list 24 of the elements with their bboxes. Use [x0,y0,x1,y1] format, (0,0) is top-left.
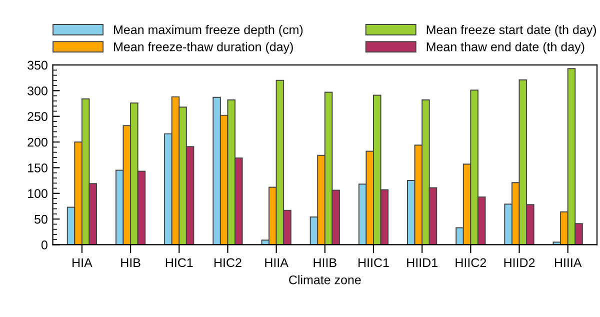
legend-label: Mean thaw end date (th day) [426,42,584,54]
x-tick-label: HIIC1 [358,258,389,268]
x-tick-label: HIA [72,258,92,267]
x-tick-label: HIID1 [407,258,438,267]
x-tick-label: HIB [121,258,140,267]
y-tick-label: 200 [28,138,48,147]
x-axis-title: Climate zone [289,275,361,284]
x-tick-label: HIC2 [214,258,242,268]
legend-label: Mean freeze start date (th day) [426,24,596,37]
y-tick-label: 150 [28,163,48,172]
y-tick-label: 0 [41,240,48,250]
x-tick-label: HIIA [265,258,288,267]
y-tick-label: 50 [34,214,48,224]
x-tick-label: HIID2 [504,258,535,267]
y-tick-label: 350 [28,60,48,70]
y-tick-label: 300 [28,86,48,96]
x-tick-label: HIIB [314,258,336,267]
y-tick-label: 250 [28,112,48,121]
x-tick-label: HIC1 [166,258,193,268]
x-tick-label: HIIIA [554,258,582,267]
x-tick-label: HIIC2 [456,258,486,268]
y-tick-label: 100 [28,189,48,198]
legend-label: Mean maximum freeze depth (cm) [114,24,303,37]
legend-label: Mean freeze-thaw duration (day) [114,42,293,54]
